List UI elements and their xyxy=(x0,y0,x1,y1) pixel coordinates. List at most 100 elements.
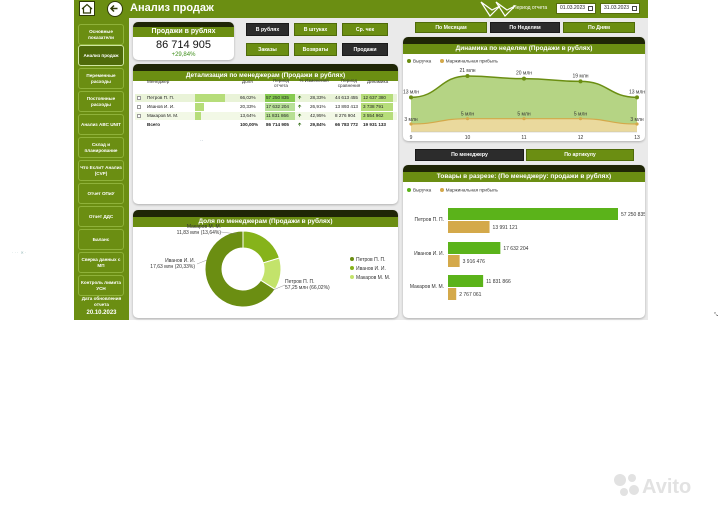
metric-sales-button[interactable]: Продажи xyxy=(342,43,388,56)
svg-text:Avito: Avito xyxy=(642,476,691,498)
bar-value-label: 3 916 476 xyxy=(463,259,485,265)
sidebar-item-2[interactable]: Переменные расходы xyxy=(78,68,124,89)
revenue-bar[interactable] xyxy=(448,208,618,220)
revenue-point xyxy=(522,76,526,81)
slice-petrov[interactable] xyxy=(204,230,276,308)
weekly-area-chart: 13 млн 3 млн 9 21 млн 5 млн 10 20 млн 5 млн 11 19… xyxy=(403,68,645,140)
margin-label: 5 млн xyxy=(461,112,475,118)
sidebar-item-7[interactable]: Отчет ОПиУ xyxy=(78,183,124,204)
row-select-checkbox[interactable] xyxy=(137,96,141,100)
col-header-dynamics: Динамика xyxy=(367,79,389,84)
unit-rubles-button[interactable]: В рублях xyxy=(246,23,289,36)
back-button[interactable] xyxy=(107,1,123,17)
cell-manager: Петров П. П. xyxy=(147,95,175,100)
cell-dynamics: 3 554 962 xyxy=(363,113,384,118)
sidebar-item-8[interactable]: Отчет ДДС xyxy=(78,206,124,227)
tab-by-weeks[interactable]: По Неделям xyxy=(490,22,560,33)
stray-marks: · · · ✕ · xyxy=(12,250,27,255)
filter-flag-icon[interactable] xyxy=(478,0,506,18)
sidebar-item-10[interactable]: Сверка данных с МП xyxy=(78,252,124,273)
legend-margin: Маржинальная прибыль xyxy=(445,58,498,64)
cell-share: 20,33% xyxy=(240,104,256,109)
legend-dot xyxy=(350,257,354,261)
tab-by-article[interactable]: По артикулу xyxy=(526,149,634,161)
goods-chart-title: Товары в разрезе: (По менеджеру: продажи… xyxy=(403,172,645,182)
margin-label: 3 млн xyxy=(630,117,644,123)
arrow-up-icon: 🡩 xyxy=(298,104,302,109)
cell-share: 66,02% xyxy=(240,95,256,100)
metric-orders-button[interactable]: Заказы xyxy=(246,43,289,56)
legend-margin-dot xyxy=(439,58,444,63)
revenue-point xyxy=(578,79,583,84)
revenue-point xyxy=(635,95,639,100)
revenue-label: 13 млн xyxy=(403,89,419,95)
margin-bar[interactable] xyxy=(448,221,490,233)
detail-table-panel: Детализация по менеджерам (Продажи в руб… xyxy=(133,64,398,204)
col-header-current[interactable]: Период отчета xyxy=(272,78,290,88)
metric-returns-button[interactable]: Возвраты xyxy=(294,43,337,56)
table-total-row: 🡩 Всего 100,00% 86 714 905 29,84% 66 783 772 1… xyxy=(135,121,397,129)
bar-value-label: 57 250 835 xyxy=(621,212,645,218)
date-to-input[interactable]: 31.03.2023 xyxy=(600,3,640,14)
margin-label: 3 млн xyxy=(404,117,418,123)
slice-ivanov[interactable] xyxy=(242,230,281,264)
margin-area xyxy=(411,118,637,132)
category-label: Макаров М. М. xyxy=(410,284,444,290)
margin-point xyxy=(578,117,583,121)
tab-by-days[interactable]: По Дням xyxy=(563,22,635,33)
sidebar-item-5[interactable]: Склад и планирование xyxy=(78,137,124,158)
sidebar-item-9[interactable]: Баланс xyxy=(78,229,124,250)
unit-avg-check-button[interactable]: Ср. чек xyxy=(342,23,388,36)
detail-table: Менеджер Доля Период отчета % Изменения … xyxy=(135,78,397,138)
margin-label: 5 млн xyxy=(574,112,588,118)
revenue-label: 21 млн xyxy=(459,68,475,74)
cell-dynamics: 19 931 133 xyxy=(363,122,386,127)
slice-label-name: Петров П. П. xyxy=(285,279,314,285)
kpi-delta: +29,84% xyxy=(171,52,196,58)
filter-clear-icon[interactable] xyxy=(493,0,521,18)
legend-revenue-dot xyxy=(407,58,411,63)
margin-bar[interactable] xyxy=(448,255,460,267)
sidebar-item-4[interactable]: Анализ ABC UNIT xyxy=(78,114,124,135)
pie-legend-item: Иванов И. И. xyxy=(356,266,386,272)
tab-by-months[interactable]: По Месяцам xyxy=(415,22,487,33)
margin-point xyxy=(409,122,413,126)
share-chart-title: Доля по менеджерам (Продажи в рублях) xyxy=(133,217,398,227)
share-bar xyxy=(195,103,205,111)
cell-change: 26,91% xyxy=(310,104,326,109)
row-select-checkbox[interactable] xyxy=(137,114,141,118)
col-header-manager: Менеджер xyxy=(147,79,170,84)
revenue-bar[interactable] xyxy=(448,275,484,287)
unit-pieces-button[interactable]: В штуках xyxy=(294,23,337,36)
sidebar-item-11[interactable]: Контроль лимита УСН xyxy=(78,275,124,296)
revenue-bar[interactable] xyxy=(448,242,501,254)
bar-value-label: 11 831 866 xyxy=(486,279,511,285)
sidebar-item-6[interactable]: Что Если? Анализ (CVP) xyxy=(78,160,124,181)
cell-share: 100,00% xyxy=(240,122,259,127)
col-header-share: Доля xyxy=(242,79,253,84)
slice-label-leader xyxy=(220,231,238,235)
date-from-input[interactable]: 01.03.2023 xyxy=(556,3,596,14)
pie-legend-item: Петров П. П. xyxy=(356,257,385,263)
goods-legend: Выручка Маржинальная прибыль xyxy=(407,181,498,199)
sidebar-item-1[interactable]: Анализ продаж xyxy=(78,45,124,66)
resize-handle: ⤡ xyxy=(714,312,719,318)
legend-dot xyxy=(350,266,354,270)
tab-by-manager[interactable]: По менеджеру xyxy=(415,149,524,161)
legend-dot xyxy=(350,275,354,279)
sidebar-item-3[interactable]: Постоянные расходы xyxy=(78,91,124,112)
slice-label-value: 17,63 млн (20,33%) xyxy=(150,264,195,270)
slice-label-value: 57,25 млн (66,02%) xyxy=(285,285,330,291)
home-icon[interactable] xyxy=(79,1,95,16)
weekly-legend: Выручка Маржинальная прибыль xyxy=(407,52,498,70)
table-scroll-hint: ·· xyxy=(200,138,204,144)
margin-bar[interactable] xyxy=(448,288,457,300)
revenue-point xyxy=(409,95,413,100)
row-select-checkbox[interactable] xyxy=(137,105,141,109)
calendar-icon xyxy=(588,6,593,11)
kpi-card: Продажи в рублях 86 714 905 +29,84% xyxy=(133,22,234,60)
margin-point xyxy=(522,117,526,121)
bar-value-label: 13 991 121 xyxy=(493,225,518,231)
sidebar-item-0[interactable]: Основные показатели xyxy=(78,24,124,45)
